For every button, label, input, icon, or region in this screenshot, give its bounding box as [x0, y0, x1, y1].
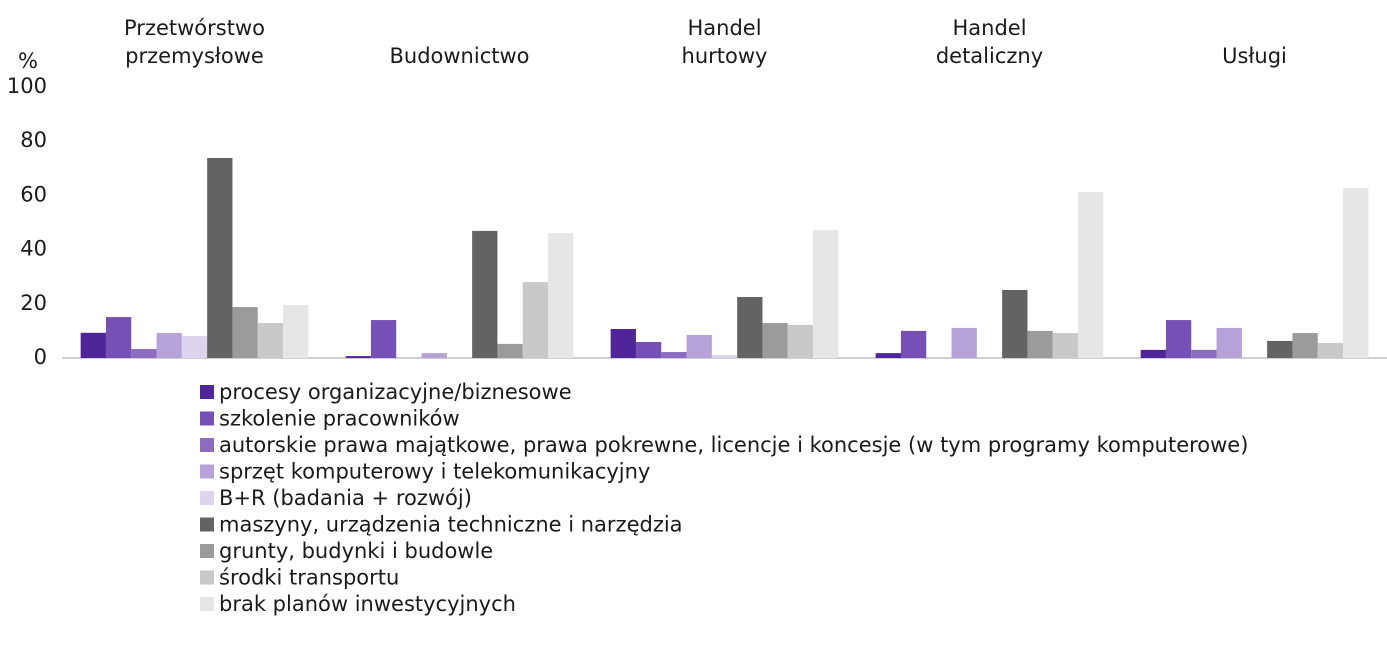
legend-label: środki transportu — [219, 566, 399, 590]
bar — [370, 320, 397, 358]
bar — [1317, 343, 1344, 358]
bar — [497, 343, 523, 358]
bar — [1343, 188, 1369, 358]
legend-label: B+R (badania + rozwój) — [219, 486, 472, 510]
legend-swatch — [200, 385, 214, 399]
legend-label: grunty, budynki i budowle — [219, 539, 493, 563]
bar — [1002, 289, 1028, 358]
legend-swatch — [200, 544, 214, 558]
bar — [131, 349, 157, 358]
bar — [257, 323, 284, 358]
legend-label: autorskie prawa majątkowe, prawa pokrewn… — [219, 433, 1248, 457]
legend-label: brak planów inwestycyjnych — [219, 592, 516, 616]
bar — [813, 230, 839, 358]
bar — [1216, 327, 1242, 358]
bar — [421, 353, 447, 358]
bar — [1191, 349, 1217, 358]
bar — [787, 324, 814, 358]
category-label: Handel hurtowy — [681, 16, 768, 68]
legend-swatch — [200, 438, 214, 452]
bar — [472, 230, 498, 358]
bar — [181, 336, 208, 358]
bar — [1292, 333, 1318, 358]
legend-label: szkolenie pracowników — [219, 407, 460, 431]
legend-label: sprzęt komputerowy i telekomunikacyjny — [219, 460, 650, 484]
bar — [711, 355, 738, 358]
legend-swatch — [200, 517, 214, 532]
y-tick-label: 100 — [7, 74, 47, 98]
category-label: Usługi — [1222, 44, 1287, 68]
bar — [661, 352, 687, 358]
bar — [1027, 330, 1053, 358]
y-tick-label: 60 — [20, 182, 47, 206]
bar — [875, 353, 901, 358]
bar — [1078, 191, 1104, 358]
bar — [610, 329, 636, 358]
bar — [1140, 349, 1166, 358]
bar — [345, 356, 371, 358]
bar — [283, 304, 309, 358]
y-tick-label: 20 — [20, 291, 47, 315]
bar — [522, 282, 549, 358]
bar — [105, 317, 132, 358]
y-axis-label: % — [18, 49, 38, 73]
bar — [686, 334, 712, 358]
bar — [1165, 320, 1192, 358]
legend-swatch — [200, 597, 214, 611]
legend-swatch — [200, 464, 214, 479]
bar — [900, 330, 927, 358]
bar — [762, 323, 788, 358]
category-label: Handel detaliczny — [935, 16, 1044, 68]
category-label: Budownictwo — [389, 44, 530, 68]
bar — [951, 327, 977, 358]
bar — [156, 333, 182, 358]
bar — [207, 158, 233, 358]
bar — [232, 307, 258, 358]
bar — [737, 297, 763, 358]
legend-label: procesy organizacyjne/biznesowe — [219, 380, 572, 404]
y-tick-label: 40 — [20, 237, 47, 261]
category-label: Przetwórstwo przemysłowe — [124, 16, 265, 68]
y-tick-label: 80 — [20, 128, 47, 152]
bar — [1267, 340, 1293, 358]
legend-swatch — [200, 570, 214, 585]
bar — [80, 332, 106, 358]
legend-swatch — [200, 411, 214, 426]
y-tick-label: 0 — [34, 345, 47, 369]
legend-label: maszyny, urządzenia techniczne i narzędz… — [219, 513, 683, 537]
legend-swatch — [200, 491, 214, 505]
bar — [548, 233, 574, 358]
bar — [1052, 333, 1079, 358]
bar — [635, 342, 662, 358]
